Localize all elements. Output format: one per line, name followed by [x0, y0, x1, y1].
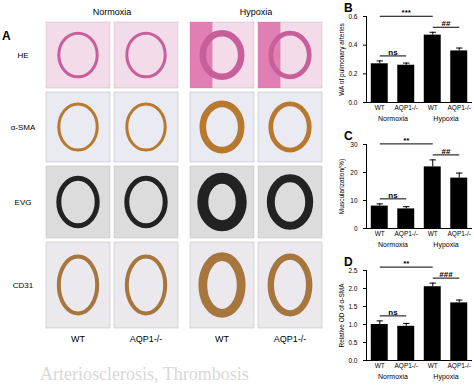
svg-text:Relative OD of α-SMA: Relative OD of α-SMA [338, 283, 345, 348]
svg-text:AQP1-/-: AQP1-/- [395, 230, 418, 238]
svg-text:WT: WT [375, 104, 385, 111]
svg-text:WT: WT [428, 230, 438, 237]
svg-text:**: ** [403, 259, 410, 268]
svg-text:20: 20 [350, 169, 358, 176]
svg-text:AQP1-/-: AQP1-/- [395, 104, 418, 112]
svg-text:1.5: 1.5 [348, 303, 357, 310]
svg-text:1.0: 1.0 [348, 321, 357, 328]
svg-text:CD31: CD31 [13, 281, 34, 290]
svg-text:2.0: 2.0 [348, 285, 357, 292]
svg-text:Normoxia: Normoxia [378, 241, 408, 248]
svg-text:Normoxia: Normoxia [378, 373, 408, 380]
svg-text:WT: WT [71, 334, 85, 344]
svg-text:10: 10 [350, 197, 358, 204]
svg-text:Hypoxia: Hypoxia [433, 115, 458, 123]
svg-text:30: 30 [350, 140, 358, 148]
svg-text:Hypoxia: Hypoxia [433, 241, 458, 249]
svg-text:EVG: EVG [15, 198, 32, 207]
svg-text:Hypoxia: Hypoxia [433, 373, 458, 381]
svg-text:**: ** [403, 136, 410, 145]
svg-text:0.2: 0.2 [348, 70, 357, 77]
svg-text:WT: WT [375, 230, 385, 237]
svg-text:##: ## [442, 147, 451, 156]
svg-text:WT: WT [428, 362, 438, 369]
svg-text:AQP1-/-: AQP1-/- [448, 230, 471, 238]
svg-text:##: ## [442, 19, 451, 28]
svg-text:WA of pulmonary arteries: WA of pulmonary arteries [338, 22, 346, 95]
svg-text:AQP1-/-: AQP1-/- [274, 334, 307, 344]
svg-text:Hypoxia: Hypoxia [240, 7, 273, 17]
svg-text:HE: HE [17, 51, 28, 60]
svg-text:0.6: 0.6 [348, 12, 358, 20]
svg-text:WT: WT [428, 104, 438, 111]
svg-text:0.0: 0.0 [348, 357, 357, 364]
svg-text:0.4: 0.4 [348, 41, 357, 48]
svg-text:A: A [2, 29, 11, 43]
svg-text:ns: ns [388, 308, 398, 317]
svg-text:WT: WT [375, 362, 385, 369]
html-text:C: C [344, 129, 353, 143]
svg-text:AQP1-/-: AQP1-/- [130, 334, 163, 344]
svg-text:AQP1-/-: AQP1-/- [448, 104, 471, 112]
html-text:B: B [344, 1, 353, 15]
svg-text:2.5: 2.5 [348, 266, 358, 274]
svg-text:WT: WT [215, 334, 229, 344]
svg-text:α-SMA: α-SMA [11, 123, 36, 132]
svg-text:ns: ns [388, 48, 398, 57]
html-text:Arteriosclerosis, Thrombosis: Arteriosclerosis, Thrombosis [40, 364, 249, 384]
svg-text:Normoxia: Normoxia [93, 7, 132, 17]
svg-text:Muscularization(%): Muscularization(%) [338, 159, 346, 214]
svg-text:0: 0 [354, 225, 358, 232]
svg-text:AQP1-/-: AQP1-/- [448, 362, 471, 370]
svg-text:Normoxia: Normoxia [378, 115, 408, 122]
svg-text:AQP1-/-: AQP1-/- [395, 362, 418, 370]
html-text:D: D [344, 255, 353, 269]
svg-text:***: *** [402, 8, 412, 17]
svg-text:###: ### [439, 270, 453, 279]
svg-text:0.0: 0.0 [348, 99, 357, 106]
svg-text:ns: ns [388, 191, 398, 200]
svg-text:0.5: 0.5 [348, 339, 357, 346]
